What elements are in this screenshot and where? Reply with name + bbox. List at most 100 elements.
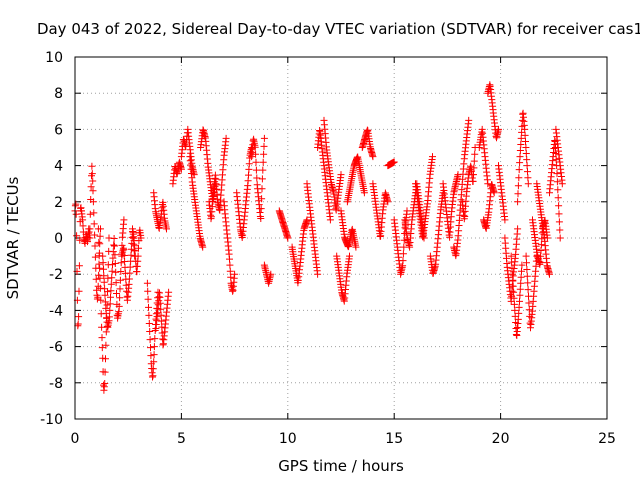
data-point — [516, 291, 524, 299]
data-point — [507, 252, 515, 260]
data-point — [101, 368, 109, 376]
y-tick-label: -8 — [49, 376, 63, 392]
data-point — [157, 317, 165, 325]
data-point — [554, 194, 562, 202]
data-point — [514, 315, 522, 323]
data-point — [517, 141, 525, 148]
data-point — [100, 272, 108, 280]
data-point — [303, 216, 311, 224]
data-point — [89, 187, 97, 195]
data-point — [314, 270, 322, 278]
data-point — [117, 268, 125, 275]
data-point — [546, 270, 553, 278]
data-point — [508, 258, 516, 266]
y-tick-label: 2 — [54, 195, 63, 211]
x-tick-label: 15 — [385, 431, 403, 447]
data-point — [157, 311, 165, 319]
y-tick-label: -4 — [49, 303, 63, 319]
data-point — [126, 263, 134, 271]
data-point — [511, 306, 519, 314]
data-point — [86, 210, 94, 218]
data-point — [518, 128, 526, 136]
data-point — [553, 178, 561, 186]
data-point — [145, 320, 153, 327]
data-point — [98, 344, 106, 352]
data-point — [98, 323, 106, 331]
y-tick-label: -10 — [40, 412, 63, 428]
data-point — [101, 285, 109, 293]
data-point — [116, 294, 124, 302]
data-point — [509, 282, 517, 290]
data-point — [252, 166, 260, 174]
data-point — [403, 207, 411, 215]
data-point — [149, 365, 157, 373]
data-point — [360, 189, 368, 197]
data-point — [121, 258, 129, 265]
data-point — [352, 243, 360, 251]
data-point — [99, 252, 107, 260]
data-point — [399, 257, 407, 265]
chart-title: Day 043 of 2022, Sidereal Day-to-day VTE… — [37, 20, 640, 38]
data-point — [384, 198, 392, 206]
data-point — [524, 279, 532, 287]
data-point — [555, 202, 563, 210]
data-point — [555, 218, 563, 226]
data-point — [509, 276, 517, 284]
data-point — [390, 158, 398, 166]
data-point — [101, 298, 109, 306]
data-point — [515, 174, 523, 182]
y-axis-label: SDTVAR / TECUs — [4, 176, 22, 299]
data-point — [525, 299, 533, 307]
data-point — [490, 189, 498, 197]
data-point — [522, 144, 530, 151]
data-point — [111, 251, 119, 259]
data-point — [135, 244, 142, 252]
data-point — [226, 261, 234, 269]
y-tick-label: 0 — [54, 231, 63, 247]
data-point — [110, 235, 118, 242]
data-point — [470, 171, 477, 179]
data-point — [159, 335, 167, 343]
data-point — [151, 335, 159, 343]
data-point — [517, 273, 525, 281]
y-tick-label: 6 — [54, 122, 63, 138]
data-point — [163, 225, 170, 233]
data-point — [521, 125, 529, 133]
data-point — [337, 171, 345, 179]
x-tick-label: 20 — [492, 431, 510, 447]
data-point — [522, 252, 530, 260]
data-point — [95, 260, 103, 268]
data-point — [146, 328, 154, 335]
data-point — [87, 183, 95, 191]
data-point — [147, 352, 155, 360]
data-point — [258, 175, 266, 183]
data-point — [227, 273, 235, 281]
data-point — [89, 177, 97, 185]
data-point — [399, 250, 407, 258]
data-point — [259, 166, 267, 174]
data-point — [558, 180, 566, 188]
data-point — [143, 279, 151, 287]
data-point — [146, 336, 154, 344]
data-point — [226, 267, 234, 275]
y-tick-label: -2 — [49, 267, 63, 283]
data-point — [470, 164, 478, 172]
data-point — [522, 150, 530, 157]
y-tick-label: 10 — [45, 50, 63, 66]
data-point — [134, 252, 142, 260]
data-point — [107, 293, 114, 301]
data-point — [537, 247, 545, 254]
data-point — [108, 274, 116, 282]
data-point — [96, 264, 104, 272]
data-point — [346, 252, 353, 260]
data-point — [75, 287, 83, 295]
data-point — [522, 138, 529, 145]
data-point — [110, 241, 118, 249]
data-point — [108, 267, 116, 275]
data-point — [516, 153, 524, 161]
data-point — [109, 248, 117, 256]
data-point — [94, 225, 102, 233]
data-point — [523, 266, 531, 273]
data-point — [88, 170, 96, 178]
data-point — [101, 291, 109, 299]
